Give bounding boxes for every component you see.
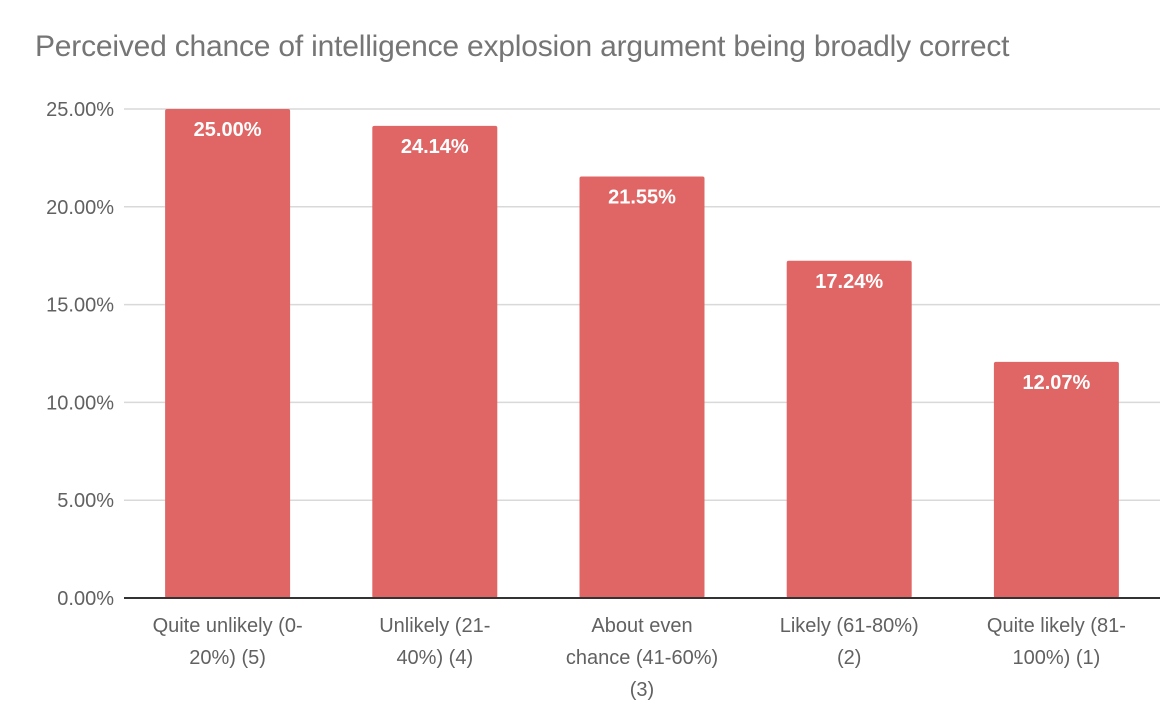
x-category-label: Unlikely (21-40%) (4) (379, 615, 490, 669)
x-category-label: About even chance (41-60%) (3) (566, 615, 718, 701)
y-tick-label: 0.00% (57, 588, 114, 610)
bar (372, 125, 498, 599)
chart-title: Perceived chance of intelligence explosi… (35, 30, 1010, 63)
x-category-label: Quite likely (81-100%) (1) (987, 615, 1126, 669)
bar (993, 361, 1119, 598)
bar-data-label: 21.55% (608, 186, 676, 208)
y-axis-tick-labels: 0.00% 5.00% 10.00% 15.00% 20.00% 25.00% (46, 99, 114, 610)
x-category-label: Likely (61-80%) (2) (780, 615, 919, 669)
x-category-label: Quite unlikely (0-20%) (5) (153, 615, 303, 669)
bars: 25.00% 24.14% 21.55% 17.24% 12.07% (165, 109, 1119, 599)
y-tick-label: 10.00% (46, 392, 114, 414)
bar (786, 260, 912, 598)
bar (579, 176, 705, 598)
y-tick-label: 15.00% (46, 295, 114, 317)
bar-data-label: 25.00% (194, 119, 262, 141)
y-tick-label: 25.00% (46, 99, 114, 121)
bar-data-label: 17.24% (815, 271, 883, 293)
bar (165, 109, 291, 598)
bar-data-label: 24.14% (401, 136, 469, 158)
bar-data-label: 12.07% (1022, 372, 1090, 394)
y-tick-label: 20.00% (46, 197, 114, 219)
y-tick-label: 5.00% (57, 490, 114, 512)
category-labels: Quite unlikely (0-20%) (5) Unlikely (21-4… (153, 615, 1126, 701)
